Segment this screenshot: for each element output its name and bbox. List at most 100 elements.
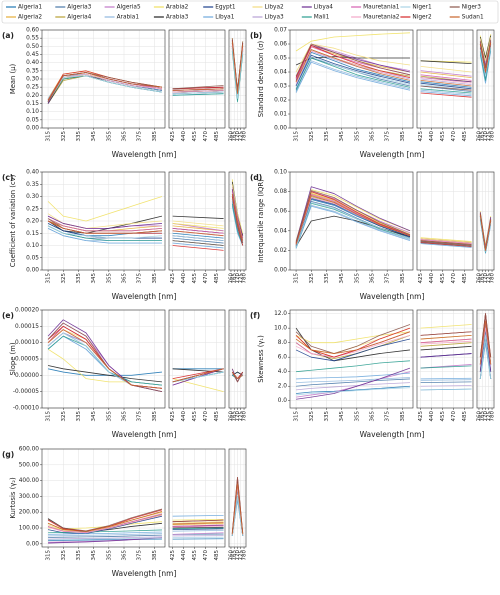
series-line	[479, 38, 492, 64]
y-tick-label: 0.30	[26, 194, 39, 200]
x-tick-label: 485	[462, 411, 468, 422]
panel-label: (b)	[250, 31, 262, 40]
series-line	[479, 215, 492, 251]
legend-label: Algeria2	[18, 15, 42, 21]
x-axis-label: Wavelength [nm]	[360, 292, 425, 301]
series-line	[172, 223, 224, 232]
x-tick-label: 335	[76, 411, 82, 422]
legend-label: Sudan1	[462, 15, 484, 21]
series-line	[420, 388, 472, 391]
series-line	[420, 242, 472, 247]
x-tick-label: 375	[137, 131, 143, 142]
series-line	[420, 238, 472, 243]
series-line	[172, 240, 224, 246]
axes-frame	[168, 309, 226, 409]
y-tick-label: 0.30	[26, 77, 39, 83]
y-tick-label: 0.02	[274, 98, 287, 104]
legend-label: Libya1	[215, 15, 235, 21]
series-line	[479, 313, 492, 358]
y-tick-label: 6.0	[278, 355, 288, 361]
series-line	[231, 371, 243, 379]
series-line	[420, 80, 472, 87]
x-tick-label: 780	[490, 411, 496, 422]
series-line	[172, 237, 224, 244]
legend-label: Mauretania1	[363, 5, 400, 11]
series-line	[47, 72, 163, 101]
y-tick-label: 0.55	[26, 36, 39, 42]
x-tick-label: 455	[192, 273, 198, 284]
legend-label: Arabia2	[166, 5, 189, 11]
x-tick-label: 770	[483, 131, 489, 142]
series-line	[479, 320, 492, 365]
series-line	[48, 529, 162, 534]
series-line	[420, 324, 472, 329]
x-tick-label: 485	[462, 131, 468, 142]
series-line	[420, 377, 472, 380]
x-tick-label: 760	[228, 550, 234, 561]
y-tick-label: 12.0	[274, 311, 287, 317]
series-line	[420, 92, 472, 98]
x-tick-label: 455	[192, 550, 198, 561]
x-tick-label: 765	[480, 131, 486, 142]
y-tick-label: 0.07	[274, 28, 287, 34]
x-tick-label: 440	[429, 131, 435, 142]
y-tick-label: 0.50	[26, 44, 39, 50]
series-line	[172, 245, 224, 251]
x-tick-label: 385	[152, 550, 158, 561]
x-tick-label: 470	[203, 273, 209, 284]
axes-frame	[168, 29, 226, 129]
x-tick-label: 375	[385, 273, 391, 284]
series-line	[172, 524, 224, 527]
x-tick-label: 775	[238, 273, 244, 284]
series-line	[295, 43, 411, 77]
series-line	[420, 71, 472, 78]
y-tick-label: 0.00005	[15, 357, 39, 363]
x-tick-label: 485	[214, 273, 220, 284]
y-tick-label: 100.00	[19, 526, 40, 532]
series-line	[172, 225, 224, 232]
series-line	[231, 184, 244, 234]
y-axis-label: Coefficient of variation (cv)	[9, 174, 17, 267]
x-tick-label: 455	[192, 131, 198, 142]
series-line	[479, 39, 492, 69]
series-line	[420, 239, 472, 244]
series-line	[172, 91, 224, 95]
axes-frame	[228, 29, 247, 129]
series-line	[172, 230, 224, 237]
series-line	[479, 36, 492, 62]
y-tick-label: 4.0	[278, 369, 288, 375]
x-tick-label: 345	[339, 273, 345, 284]
series-line	[420, 379, 472, 381]
series-line	[296, 382, 410, 391]
series-line	[420, 81, 472, 88]
series-line	[295, 324, 411, 354]
axes-background	[417, 172, 473, 270]
series-line	[172, 525, 224, 528]
x-axis-label: Wavelength [nm]	[112, 430, 177, 439]
series-line	[48, 534, 162, 538]
legend-label: Algeria5	[117, 5, 141, 11]
x-tick-label: 425	[170, 131, 176, 142]
series-line	[172, 232, 224, 239]
x-axis-label: Wavelength [nm]	[112, 150, 177, 159]
x-tick-label: 775	[486, 273, 492, 284]
x-tick-label: 345	[339, 131, 345, 142]
x-tick-label: 765	[232, 273, 238, 284]
series-line	[295, 327, 411, 362]
series-line	[479, 35, 492, 59]
x-axis-label: Wavelength [nm]	[360, 430, 425, 439]
x-tick-label: 335	[76, 131, 82, 142]
series-line	[420, 345, 472, 351]
series-line	[295, 56, 411, 88]
x-tick-label: 770	[483, 411, 489, 422]
series-line	[420, 353, 472, 358]
panel-label: (e)	[2, 311, 14, 320]
panel-label: (g)	[2, 450, 14, 459]
x-tick-label: 455	[440, 131, 446, 142]
legend-label: Niger1	[412, 5, 432, 11]
y-tick-label: 0.10	[274, 170, 287, 176]
series-line	[479, 335, 492, 380]
y-tick-label: 0.05	[26, 255, 39, 261]
panel-label: (a)	[2, 31, 14, 40]
